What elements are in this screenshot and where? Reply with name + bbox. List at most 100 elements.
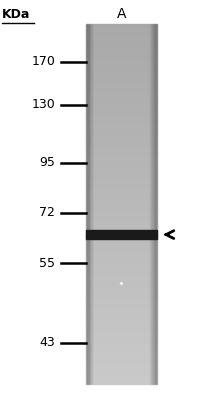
- Bar: [86, 136, 157, 138]
- Bar: [86, 78, 157, 80]
- Bar: [86, 94, 157, 96]
- Bar: [86, 58, 157, 60]
- Bar: [155, 24, 156, 384]
- Bar: [153, 24, 154, 384]
- Bar: [86, 98, 157, 100]
- Bar: [86, 33, 157, 35]
- Bar: [86, 193, 157, 195]
- Bar: [86, 91, 157, 92]
- Bar: [86, 152, 157, 154]
- Bar: [86, 361, 157, 362]
- Bar: [86, 332, 157, 334]
- Bar: [86, 53, 157, 54]
- Bar: [86, 296, 157, 298]
- Bar: [86, 73, 157, 74]
- Bar: [86, 350, 157, 352]
- Bar: [86, 287, 157, 289]
- Bar: [86, 352, 157, 354]
- Bar: [86, 47, 157, 49]
- Text: 55: 55: [39, 257, 55, 270]
- Bar: [154, 24, 155, 384]
- Bar: [86, 200, 157, 202]
- Bar: [152, 24, 153, 384]
- Bar: [86, 137, 157, 139]
- Bar: [86, 105, 157, 107]
- Bar: [86, 46, 157, 48]
- Text: A: A: [117, 7, 126, 21]
- Bar: [89, 24, 90, 384]
- Bar: [86, 312, 157, 314]
- Bar: [86, 55, 157, 56]
- Bar: [86, 230, 157, 239]
- Bar: [86, 370, 157, 371]
- Bar: [150, 24, 151, 384]
- Bar: [88, 24, 89, 384]
- Bar: [86, 301, 157, 303]
- Bar: [86, 69, 157, 71]
- Bar: [89, 24, 90, 384]
- Bar: [86, 272, 157, 274]
- Bar: [86, 38, 157, 40]
- Bar: [86, 245, 157, 247]
- Bar: [86, 344, 157, 346]
- Bar: [86, 346, 157, 348]
- Bar: [86, 316, 157, 318]
- Bar: [86, 215, 157, 217]
- Bar: [151, 24, 152, 384]
- Bar: [86, 371, 157, 373]
- Bar: [86, 362, 157, 364]
- Bar: [86, 226, 157, 227]
- Bar: [86, 28, 157, 29]
- Bar: [86, 210, 157, 211]
- Bar: [86, 150, 157, 152]
- Bar: [86, 96, 157, 98]
- Bar: [86, 206, 157, 208]
- Bar: [86, 24, 87, 384]
- Bar: [86, 247, 157, 249]
- Bar: [86, 256, 157, 258]
- Bar: [86, 278, 157, 280]
- Bar: [86, 249, 157, 251]
- Bar: [86, 24, 87, 384]
- Bar: [86, 244, 157, 245]
- Bar: [86, 155, 157, 157]
- Bar: [86, 323, 157, 324]
- Bar: [90, 24, 91, 384]
- Bar: [86, 164, 157, 166]
- Bar: [86, 267, 157, 269]
- Bar: [86, 373, 157, 375]
- Bar: [86, 377, 157, 378]
- Bar: [86, 35, 157, 37]
- Bar: [86, 319, 157, 321]
- Bar: [86, 242, 157, 244]
- Bar: [86, 67, 157, 69]
- Bar: [86, 254, 157, 256]
- Bar: [86, 306, 157, 308]
- Bar: [86, 101, 157, 103]
- Bar: [86, 328, 157, 330]
- Bar: [86, 100, 157, 101]
- Text: KDa: KDa: [2, 8, 31, 20]
- Bar: [86, 74, 157, 76]
- Bar: [86, 166, 157, 168]
- Bar: [153, 24, 154, 384]
- Bar: [86, 224, 157, 226]
- Bar: [86, 126, 157, 128]
- Bar: [86, 222, 157, 224]
- Bar: [86, 290, 157, 292]
- Bar: [86, 80, 157, 82]
- Bar: [86, 211, 157, 213]
- Bar: [86, 355, 157, 357]
- Bar: [86, 170, 157, 172]
- Bar: [86, 157, 157, 159]
- Bar: [86, 51, 157, 53]
- Bar: [86, 179, 157, 180]
- Bar: [86, 364, 157, 366]
- Bar: [86, 341, 157, 342]
- Bar: [86, 202, 157, 204]
- Bar: [86, 116, 157, 118]
- Bar: [86, 324, 157, 326]
- Bar: [86, 366, 157, 368]
- Bar: [86, 118, 157, 119]
- Bar: [86, 299, 157, 301]
